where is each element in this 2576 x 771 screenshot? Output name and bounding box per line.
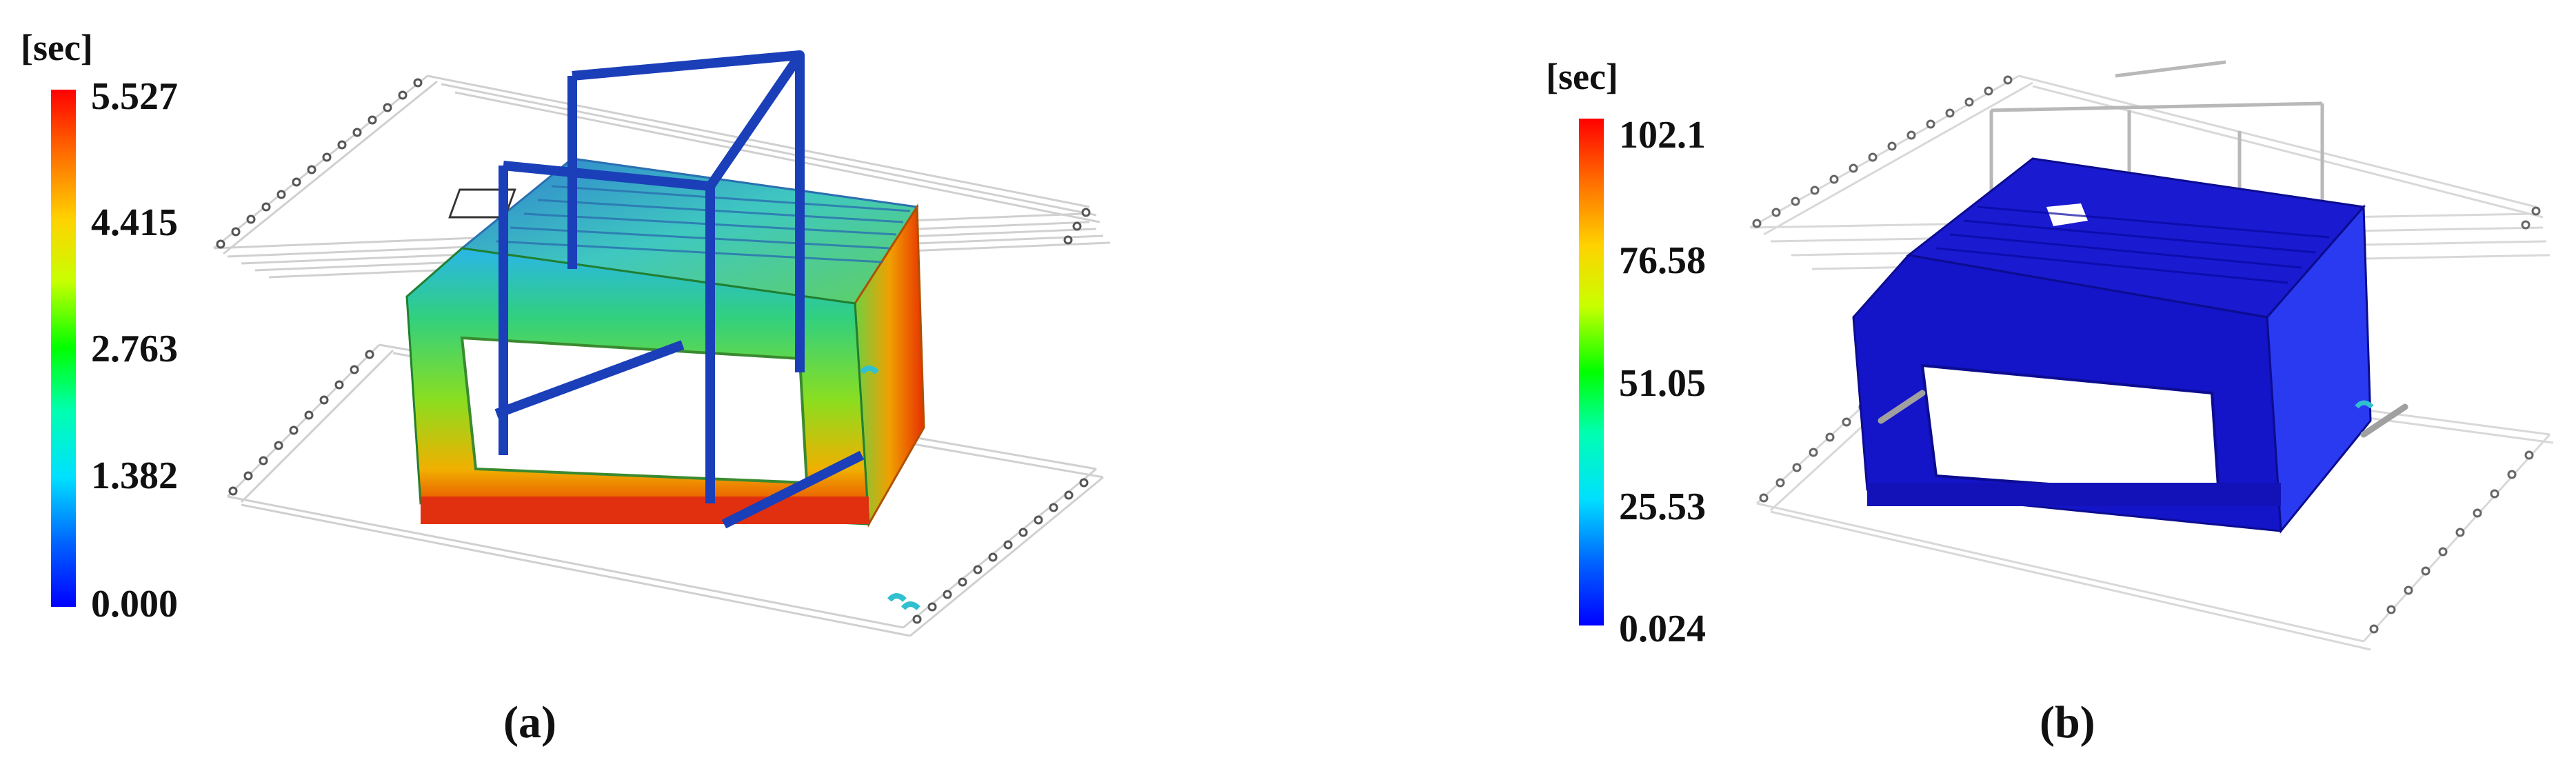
molded-part-a — [405, 157, 925, 528]
caption-b: (b) — [2040, 697, 2095, 748]
caption-a: (a) — [503, 697, 556, 748]
colorbar-unit-label: [sec] — [1546, 56, 1618, 97]
panel-a: [sec] 5.527 4.415 2.763 1.382 0.000 — [21, 27, 1111, 748]
upper-rail-nodes — [216, 78, 1091, 249]
colorbar-tick-3: 51.05 — [1619, 362, 1706, 405]
colorbar-tick-3: 2.763 — [91, 328, 178, 370]
gate-marker-a — [859, 366, 920, 610]
colorbar-tick-max: 102.1 — [1619, 114, 1706, 157]
colorbar-tick-max: 5.527 — [91, 75, 178, 118]
colorbar-tick-min: 0.024 — [1619, 608, 1706, 650]
colorbar-tick-4: 25.53 — [1619, 485, 1706, 528]
colorbar-tick-2: 4.415 — [91, 201, 178, 244]
molded-part-b — [1852, 157, 2372, 534]
gate-marker-b — [2355, 400, 2374, 409]
colorbar-tick-2: 76.58 — [1619, 239, 1706, 282]
ejector-pins-b — [1878, 390, 2408, 438]
colorbar-a — [51, 90, 76, 607]
colorbar-tick-min: 0.000 — [91, 583, 178, 625]
colorbar-b — [1579, 119, 1604, 625]
mold-cooling-model-b — [1749, 60, 2554, 651]
mold-cooling-model-a — [213, 50, 1111, 637]
cooling-channels-a — [494, 50, 865, 529]
colorbar-tick-4: 1.382 — [91, 454, 178, 497]
panel-b: [sec] 102.1 76.58 51.05 25.53 0.024 — [1288, 0, 2576, 771]
upper-rail-nodes — [1752, 75, 2541, 230]
colorbar-unit-label: [sec] — [21, 27, 93, 68]
lower-rail-nodes — [228, 350, 1089, 624]
